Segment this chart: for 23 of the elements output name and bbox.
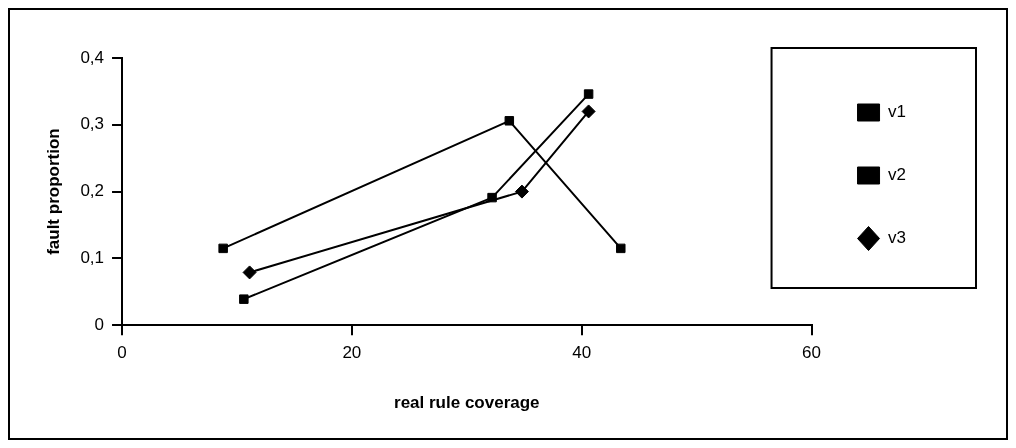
y-tick-label: 0,2 — [80, 181, 105, 201]
x-axis-title: real rule coverage — [394, 393, 540, 413]
point — [487, 192, 497, 203]
x-tick-label: 20 — [342, 343, 362, 363]
y-tick-label: 0,1 — [80, 248, 105, 268]
point — [583, 89, 594, 99]
x-tick-label: 0 — [117, 343, 127, 363]
legend-label: v1 — [888, 102, 907, 122]
y-tick-label: 0,4 — [80, 47, 105, 67]
point — [616, 243, 626, 254]
point — [218, 243, 228, 254]
y-tick-label: 0 — [94, 314, 105, 334]
point — [242, 265, 257, 280]
legend-label: v2 — [888, 165, 907, 185]
y-tick-label: 0,3 — [80, 114, 105, 134]
point — [504, 116, 515, 126]
x-tick-label: 40 — [572, 343, 592, 363]
point — [514, 184, 529, 199]
point — [239, 294, 249, 304]
legend-label: v3 — [888, 228, 907, 248]
y-axis-title: fault proportion — [43, 128, 63, 255]
x-tick-label: 60 — [802, 343, 822, 363]
point — [581, 104, 596, 119]
